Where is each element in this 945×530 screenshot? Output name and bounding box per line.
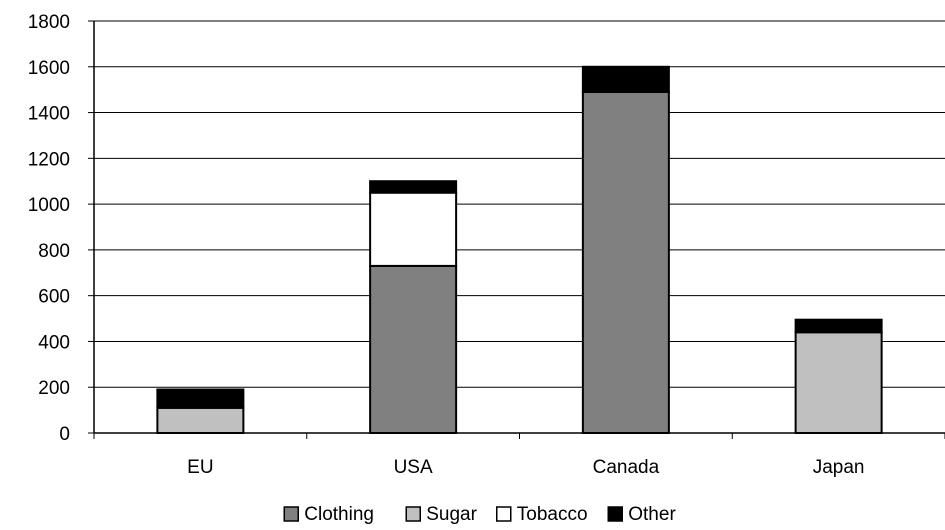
legend-item-tobacco: Tobacco xyxy=(496,504,588,525)
y-tick-label: 1000 xyxy=(28,195,70,216)
y-tick-label: 1800 xyxy=(28,12,70,33)
legend: Clothing Sugar Tobacco Other xyxy=(283,504,676,525)
legend-item-other: Other xyxy=(607,504,676,525)
legend-label: Clothing xyxy=(304,504,374,525)
y-tick-label: 200 xyxy=(38,378,70,399)
axes xyxy=(88,20,945,439)
x-category-label: USA xyxy=(394,457,433,478)
legend-swatch xyxy=(283,506,299,522)
legend-label: Sugar xyxy=(426,504,477,525)
gridlines xyxy=(94,20,945,388)
x-category-label: Canada xyxy=(593,457,660,478)
x-axis-category-labels: EU USA Canada Japan xyxy=(187,457,864,478)
bar-segment-other-japan xyxy=(794,318,883,334)
y-tick-label: 1600 xyxy=(28,58,70,79)
legend-label: Tobacco xyxy=(517,504,588,525)
y-tick-label: 800 xyxy=(38,241,70,262)
y-tick-label: 1200 xyxy=(28,149,70,170)
bar-segment-sugar-eu xyxy=(156,406,245,435)
bar-segment-tobacco-usa xyxy=(369,191,458,267)
legend-swatch xyxy=(607,506,623,522)
bar-segment-other-canada xyxy=(581,65,670,93)
x-category-label: Japan xyxy=(813,457,865,478)
y-tick-label: 600 xyxy=(38,287,70,308)
bar-segment-clothing-usa xyxy=(369,264,458,434)
x-category-label: EU xyxy=(187,457,213,478)
bar-segment-clothing-canada xyxy=(581,90,670,434)
y-tick-label: 1400 xyxy=(28,104,70,125)
bars xyxy=(156,65,883,435)
legend-swatch xyxy=(405,506,421,522)
y-tick-label: 0 xyxy=(59,424,70,445)
y-axis-tick-labels: 0 200 400 600 800 1000 1200 1400 1600 1800 xyxy=(28,12,70,445)
legend-label: Other xyxy=(628,504,676,525)
legend-swatch xyxy=(496,506,512,522)
y-tick-label: 400 xyxy=(38,332,70,353)
legend-item-sugar: Sugar xyxy=(405,504,478,525)
legend-item-clothing: Clothing xyxy=(283,504,374,525)
bar-segment-other-usa xyxy=(369,180,458,194)
bar-segment-other-eu xyxy=(156,388,245,409)
bar-segment-sugar-japan xyxy=(794,331,883,434)
